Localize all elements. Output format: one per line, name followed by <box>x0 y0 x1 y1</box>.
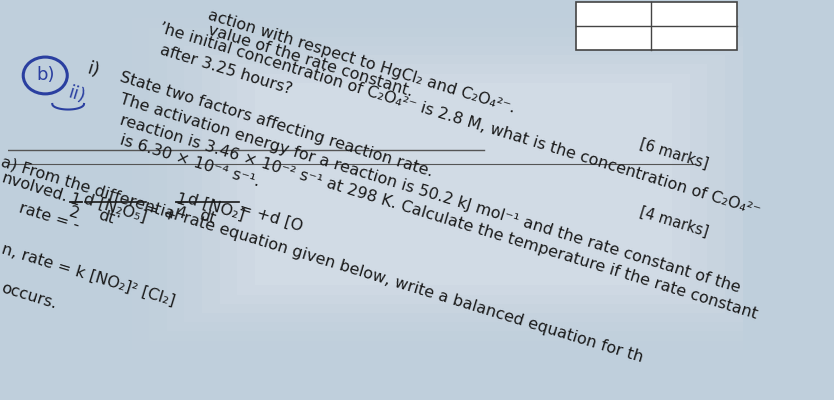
Bar <box>184 46 743 322</box>
Text: 1: 1 <box>173 192 187 209</box>
Text: a) From the differential rate equation given below, write a balanced equation fo: a) From the differential rate equation g… <box>0 155 646 365</box>
Bar <box>167 37 761 331</box>
Bar <box>576 2 737 50</box>
Text: n, rate = k [NO₂]² [Cl₂]: n, rate = k [NO₂]² [Cl₂] <box>0 241 177 308</box>
Text: dt: dt <box>198 208 218 227</box>
Text: reaction is 3.46 × 10⁻² s⁻¹ at 298 K. Calculate the temperature if the rate cons: reaction is 3.46 × 10⁻² s⁻¹ at 298 K. Ca… <box>118 112 760 321</box>
Bar <box>255 83 672 285</box>
Text: [4 marks]: [4 marks] <box>638 204 711 240</box>
Text: occurs.: occurs. <box>0 281 59 312</box>
Text: 2: 2 <box>68 204 82 222</box>
Text: action with respect to HgCl₂ and C₂O₄²⁻.: action with respect to HgCl₂ and C₂O₄²⁻. <box>207 7 518 116</box>
Text: nvolved.: nvolved. <box>0 170 69 205</box>
Text: b): b) <box>36 66 54 84</box>
Text: State two factors affecting reaction rate.: State two factors affecting reaction rat… <box>118 70 435 180</box>
Text: ii): ii) <box>66 84 88 106</box>
Bar <box>237 74 690 294</box>
Text: ·: · <box>112 208 123 228</box>
Text: 4.0 × 10-3: 4.0 × 10-3 <box>654 24 735 39</box>
Text: The activation energy for a reaction is 50.2 kJ mol⁻¹ and the rate constant of t: The activation energy for a reaction is … <box>118 92 742 296</box>
Bar <box>149 28 778 340</box>
Text: 4: 4 <box>173 204 187 222</box>
Text: = +d [O: = +d [O <box>237 201 305 234</box>
Text: ’he initial concentration of C₂O₄²⁻ is 2.8 M, what is the concentration of C₂O₄²: ’he initial concentration of C₂O₄²⁻ is 2… <box>158 20 762 218</box>
Text: 1: 1 <box>68 192 82 209</box>
Text: i): i) <box>85 60 102 80</box>
Text: value of the rate constant.: value of the rate constant. <box>207 22 415 99</box>
Text: is 6.30 × 10⁻⁴ s⁻¹.: is 6.30 × 10⁻⁴ s⁻¹. <box>118 132 262 190</box>
Bar <box>202 55 725 313</box>
Text: d [N₂O₅]: d [N₂O₅] <box>82 192 148 225</box>
Text: dt: dt <box>97 208 117 227</box>
Text: after 3.25 hours?: after 3.25 hours? <box>158 42 294 97</box>
Text: rate = -: rate = - <box>17 201 81 233</box>
Text: [6 marks]: [6 marks] <box>638 136 711 171</box>
Text: = +: = + <box>143 201 178 224</box>
Bar <box>219 64 707 304</box>
Text: d [NO₂]: d [NO₂] <box>186 192 247 223</box>
